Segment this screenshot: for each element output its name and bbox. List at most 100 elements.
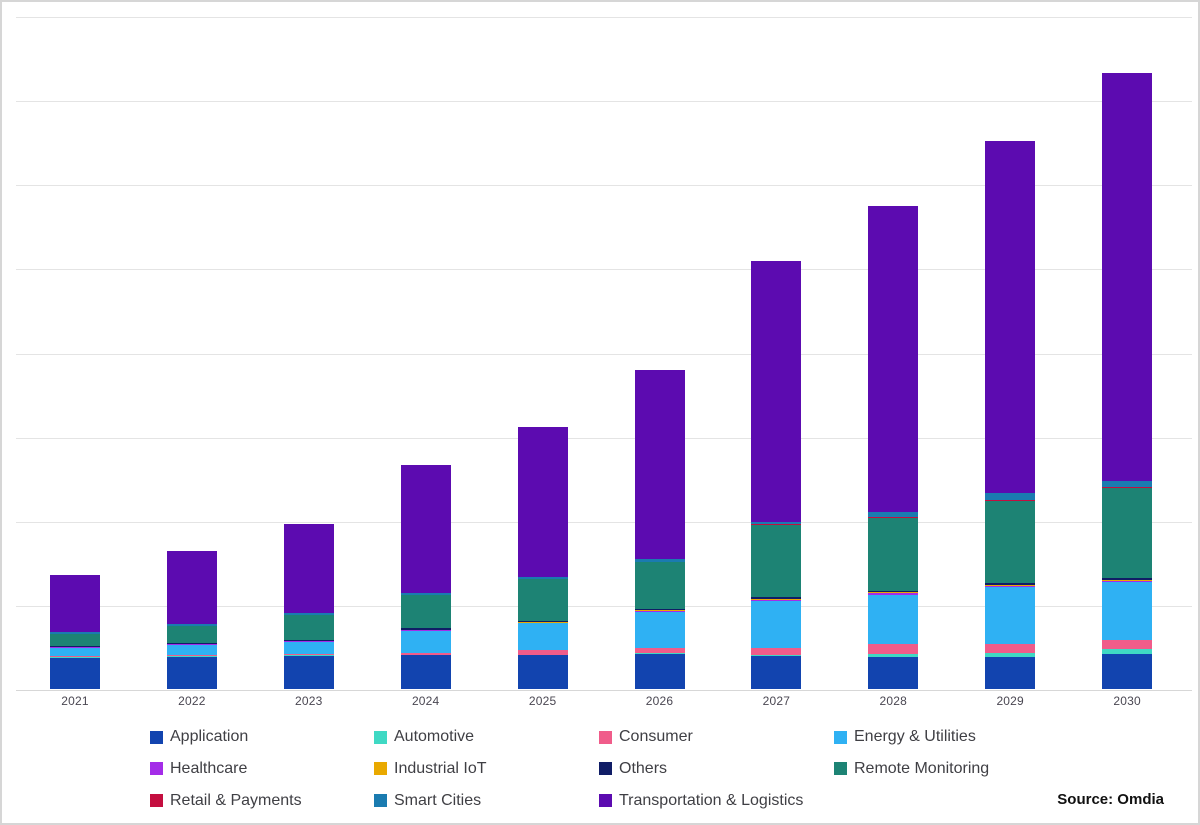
legend-swatch-icon xyxy=(374,730,387,744)
bar-segment xyxy=(400,654,451,656)
x-axis-label: 2021 xyxy=(61,694,89,708)
bar-segment xyxy=(868,518,919,591)
bar-segment xyxy=(985,585,1036,588)
x-axis-label: 2029 xyxy=(996,694,1024,708)
bar-segment xyxy=(1102,480,1153,487)
bar-segment xyxy=(751,597,802,600)
x-axis-label: 2025 xyxy=(528,694,557,708)
bar-segment xyxy=(283,613,334,616)
bar-segment xyxy=(517,620,568,623)
bar-segment xyxy=(868,512,919,518)
bar-2030 xyxy=(1102,72,1153,689)
x-axis-line xyxy=(16,690,1192,691)
legend-label: Healthcare xyxy=(170,759,248,777)
legend-swatch-icon xyxy=(150,762,163,776)
x-axis-label: 2030 xyxy=(1113,694,1141,708)
bar-segment xyxy=(634,562,685,609)
legend-label: Application xyxy=(170,728,249,745)
gridline xyxy=(16,353,1192,355)
bar-2022 xyxy=(166,551,217,689)
bar-segment xyxy=(400,593,451,595)
x-axis-label: 2026 xyxy=(645,694,674,708)
legend-label: Retail & Payments xyxy=(170,791,302,809)
bar-2027 xyxy=(751,260,802,689)
bar-2025 xyxy=(517,426,568,689)
bar-segment xyxy=(751,647,802,655)
bar-segment xyxy=(283,615,334,640)
bar-segment xyxy=(517,655,568,689)
legend-label: Automotive xyxy=(394,728,475,745)
bar-segment xyxy=(517,622,568,624)
x-axis-label: 2024 xyxy=(411,694,440,708)
bar-2026 xyxy=(634,370,685,689)
bar-segment xyxy=(634,558,685,563)
source-note: Source: Omdia xyxy=(1057,791,1164,808)
bar-segment xyxy=(283,524,334,614)
bar-segment xyxy=(400,655,451,689)
plot-area xyxy=(16,17,1192,691)
legend-item-application: Application xyxy=(150,726,248,748)
legend-item-transportation-logistics: Transportation & Logistics xyxy=(599,790,803,812)
bar-segment xyxy=(868,643,919,654)
gridline xyxy=(16,437,1192,439)
bar-segment xyxy=(634,652,685,654)
gridline xyxy=(16,269,1192,271)
bar-segment xyxy=(985,643,1036,653)
legend-label: Smart Cities xyxy=(394,791,482,809)
bar-segment xyxy=(868,653,919,658)
bar-segment xyxy=(517,426,568,578)
bar-segment xyxy=(1102,580,1153,583)
bar-segment xyxy=(166,657,217,689)
bar-segment xyxy=(985,500,1036,584)
bar-segment xyxy=(166,626,217,644)
bar-segment xyxy=(166,654,217,657)
bar-segment xyxy=(283,653,334,656)
legend-label: Industrial IoT xyxy=(394,759,487,777)
bar-segment xyxy=(517,577,568,579)
legend-swatch-icon xyxy=(150,730,163,744)
bar-segment xyxy=(985,583,1036,585)
bar-segment xyxy=(751,656,802,689)
bar-segment xyxy=(50,631,100,634)
bar-2029 xyxy=(985,140,1036,689)
bar-segment xyxy=(634,647,685,653)
bar-segment xyxy=(751,521,802,525)
bar-segment xyxy=(517,623,568,651)
bar-segment xyxy=(985,584,1036,586)
bar-segment xyxy=(283,655,334,657)
legend: Application Automotive Consumer Energy & Ut… xyxy=(150,726,1150,821)
legend-swatch-icon xyxy=(150,794,163,808)
bar-segment xyxy=(985,493,1036,500)
bar-segment xyxy=(283,656,334,689)
legend-label: Energy & Utilities xyxy=(854,728,976,745)
bar-segment xyxy=(985,140,1036,494)
legend-item-retail-payments: Retail & Payments xyxy=(150,790,302,812)
x-axis-label: 2022 xyxy=(178,694,206,708)
bar-2023 xyxy=(283,524,334,689)
bar-segment xyxy=(1102,653,1153,689)
bar-segment xyxy=(166,624,217,627)
bar-segment xyxy=(400,630,451,631)
bar-segment xyxy=(400,595,451,629)
legend-swatch-icon xyxy=(834,730,847,744)
bar-segment xyxy=(634,610,685,612)
bar-segment xyxy=(634,653,685,689)
legend-swatch-icon xyxy=(374,762,387,776)
bar-segment xyxy=(634,608,685,611)
legend-item-healthcare: Healthcare xyxy=(150,758,247,780)
legend-item-smart-cities: Smart Cities xyxy=(374,790,481,812)
bar-segment xyxy=(751,524,802,526)
legend-swatch-icon xyxy=(599,794,612,808)
bar-segment xyxy=(868,592,919,594)
legend-swatch-icon xyxy=(374,794,387,808)
gridline xyxy=(16,101,1192,103)
bar-segment xyxy=(166,645,217,655)
bar-segment xyxy=(50,574,100,632)
bar-segment xyxy=(50,656,100,658)
bar-segment xyxy=(517,579,568,621)
bar-segment xyxy=(50,645,100,647)
legend-label: Others xyxy=(619,759,668,777)
bar-segment xyxy=(985,652,1036,658)
bar-segment xyxy=(751,600,802,648)
bar-segment xyxy=(1102,640,1153,649)
